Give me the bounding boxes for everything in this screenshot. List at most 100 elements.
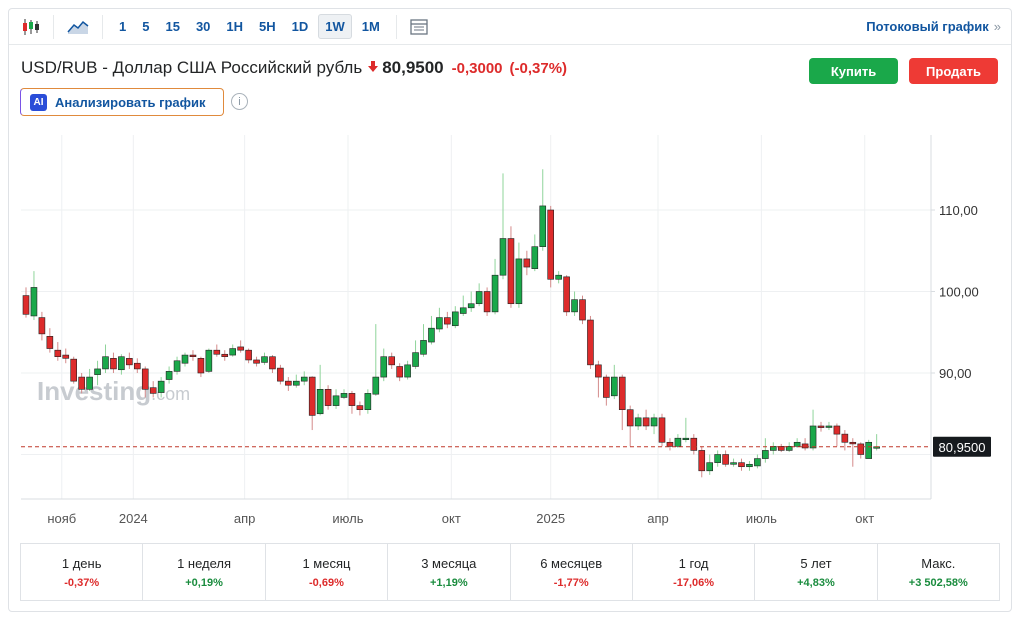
candle-body	[189, 354, 197, 358]
perf-value: -0,69%	[309, 576, 344, 589]
candle-body	[261, 356, 268, 363]
streaming-chart-link[interactable]: Потоковый график »	[866, 19, 1001, 34]
candle-body	[444, 317, 451, 325]
candle-body	[348, 393, 356, 406]
candle-body	[134, 362, 141, 370]
period-5h[interactable]: 5H	[259, 19, 276, 34]
period-1h[interactable]: 1H	[226, 19, 244, 34]
perf-value: +0,19%	[185, 576, 223, 589]
candle-body	[483, 291, 491, 313]
analyze-chart-label: Анализировать график	[55, 94, 206, 110]
candle-body	[173, 360, 181, 372]
sell-button[interactable]: Продать	[909, 58, 998, 84]
perf-value: -0,37%	[64, 576, 100, 589]
perf-label: 1 месяц	[302, 555, 351, 571]
perf-value: +4,83%	[797, 576, 835, 589]
perf-label: 1 неделя	[177, 555, 232, 571]
candle-body	[30, 287, 38, 317]
perf-1-week[interactable]: 1 неделя +0,19%	[143, 544, 266, 600]
candle-body	[666, 441, 674, 447]
x-tick-label: нояб	[47, 511, 76, 526]
candle-body	[165, 371, 173, 380]
candle-body	[475, 291, 483, 305]
last-price: 80,9500	[382, 58, 444, 77]
candle-body	[746, 463, 753, 468]
perf-value: +1,19%	[430, 576, 468, 589]
chevron-right-icon: »	[993, 19, 1001, 34]
perf-value: +3 502,58%	[908, 576, 968, 589]
candle-body	[181, 354, 189, 364]
candle-body	[642, 417, 650, 427]
candle-body	[356, 405, 364, 410]
buy-button[interactable]: Купить	[809, 58, 898, 84]
candle-body	[110, 358, 117, 370]
x-tick-label: апр	[234, 511, 256, 526]
x-tick-label: 2025	[536, 511, 565, 526]
period-15[interactable]: 15	[165, 19, 180, 34]
candle-body	[825, 425, 833, 428]
candle-body	[245, 349, 252, 361]
perf-1-day[interactable]: 1 день -0,37%	[21, 544, 144, 600]
candle-body	[269, 356, 276, 370]
y-tick-label: 100,00	[939, 285, 979, 300]
candle-body	[499, 238, 507, 276]
candle-body	[54, 349, 62, 357]
perf-3-months[interactable]: 3 месяца +1,19%	[388, 544, 511, 600]
candle-body	[420, 340, 427, 355]
price-change-percent: (-0,37%)	[509, 60, 568, 77]
price-change: -0,3000	[451, 60, 503, 77]
x-tick-label: окт	[442, 511, 461, 526]
candle-body	[706, 462, 714, 472]
candlestick-icon[interactable]	[17, 14, 45, 40]
period-selector: 1 5 15 30 1H 5H 1D 1W 1M	[111, 14, 388, 39]
candle-body	[332, 395, 340, 406]
candle-body	[801, 443, 809, 449]
candle-body	[714, 454, 721, 463]
toolbar-divider	[395, 14, 397, 39]
candle-body	[149, 387, 157, 394]
last-price-label: 80,9500	[939, 440, 986, 455]
candle-body	[857, 443, 865, 455]
period-1m[interactable]: 1M	[361, 19, 380, 34]
candle-body	[626, 409, 634, 427]
candle-body	[491, 274, 499, 313]
candle-body	[833, 425, 841, 435]
perf-value: -17,06%	[673, 576, 715, 589]
watermark-suffix: .com	[151, 384, 190, 404]
candle-body	[428, 327, 435, 343]
candle-body	[690, 437, 698, 451]
price-chart[interactable]: Investing.com 90,00 100,00 110,00 нояб 2024 а…	[9, 127, 1011, 537]
candle-body	[523, 258, 531, 268]
period-1d[interactable]: 1D	[291, 19, 309, 34]
perf-5-years[interactable]: 5 лет +4,83%	[755, 544, 878, 600]
info-icon[interactable]: i	[231, 93, 248, 110]
candle-body	[292, 380, 300, 386]
perf-1-year[interactable]: 1 год -17,06%	[633, 544, 756, 600]
period-1[interactable]: 1	[119, 19, 127, 34]
analyze-chart-button[interactable]: AI Анализировать график	[20, 88, 224, 116]
period-30[interactable]: 30	[195, 19, 211, 34]
period-1w[interactable]: 1W	[318, 14, 352, 39]
candle-body	[785, 446, 793, 451]
perf-1-month[interactable]: 1 месяц -0,69%	[266, 544, 389, 600]
ai-icon: AI	[30, 93, 47, 111]
table-icon[interactable]	[405, 14, 433, 40]
candle-body	[102, 356, 109, 370]
candle-body	[237, 346, 244, 351]
candle-body	[777, 446, 785, 451]
candle-body	[62, 354, 70, 359]
area-chart-icon[interactable]	[62, 14, 94, 40]
watermark-brand: Investing	[37, 376, 151, 406]
candle-body	[388, 356, 396, 366]
down-arrow-icon	[368, 61, 379, 76]
candle-body	[316, 388, 324, 415]
candle-body	[762, 450, 769, 459]
perf-max[interactable]: Макс. +3 502,58%	[878, 544, 999, 600]
streaming-chart-label: Потоковый график	[866, 19, 989, 34]
candle-body	[809, 425, 817, 449]
period-5[interactable]: 5	[142, 19, 150, 34]
candle-body	[571, 299, 578, 313]
perf-6-months[interactable]: 6 месяцев -1,77%	[511, 544, 633, 600]
candle-body	[364, 393, 372, 410]
candle-body	[308, 376, 316, 416]
